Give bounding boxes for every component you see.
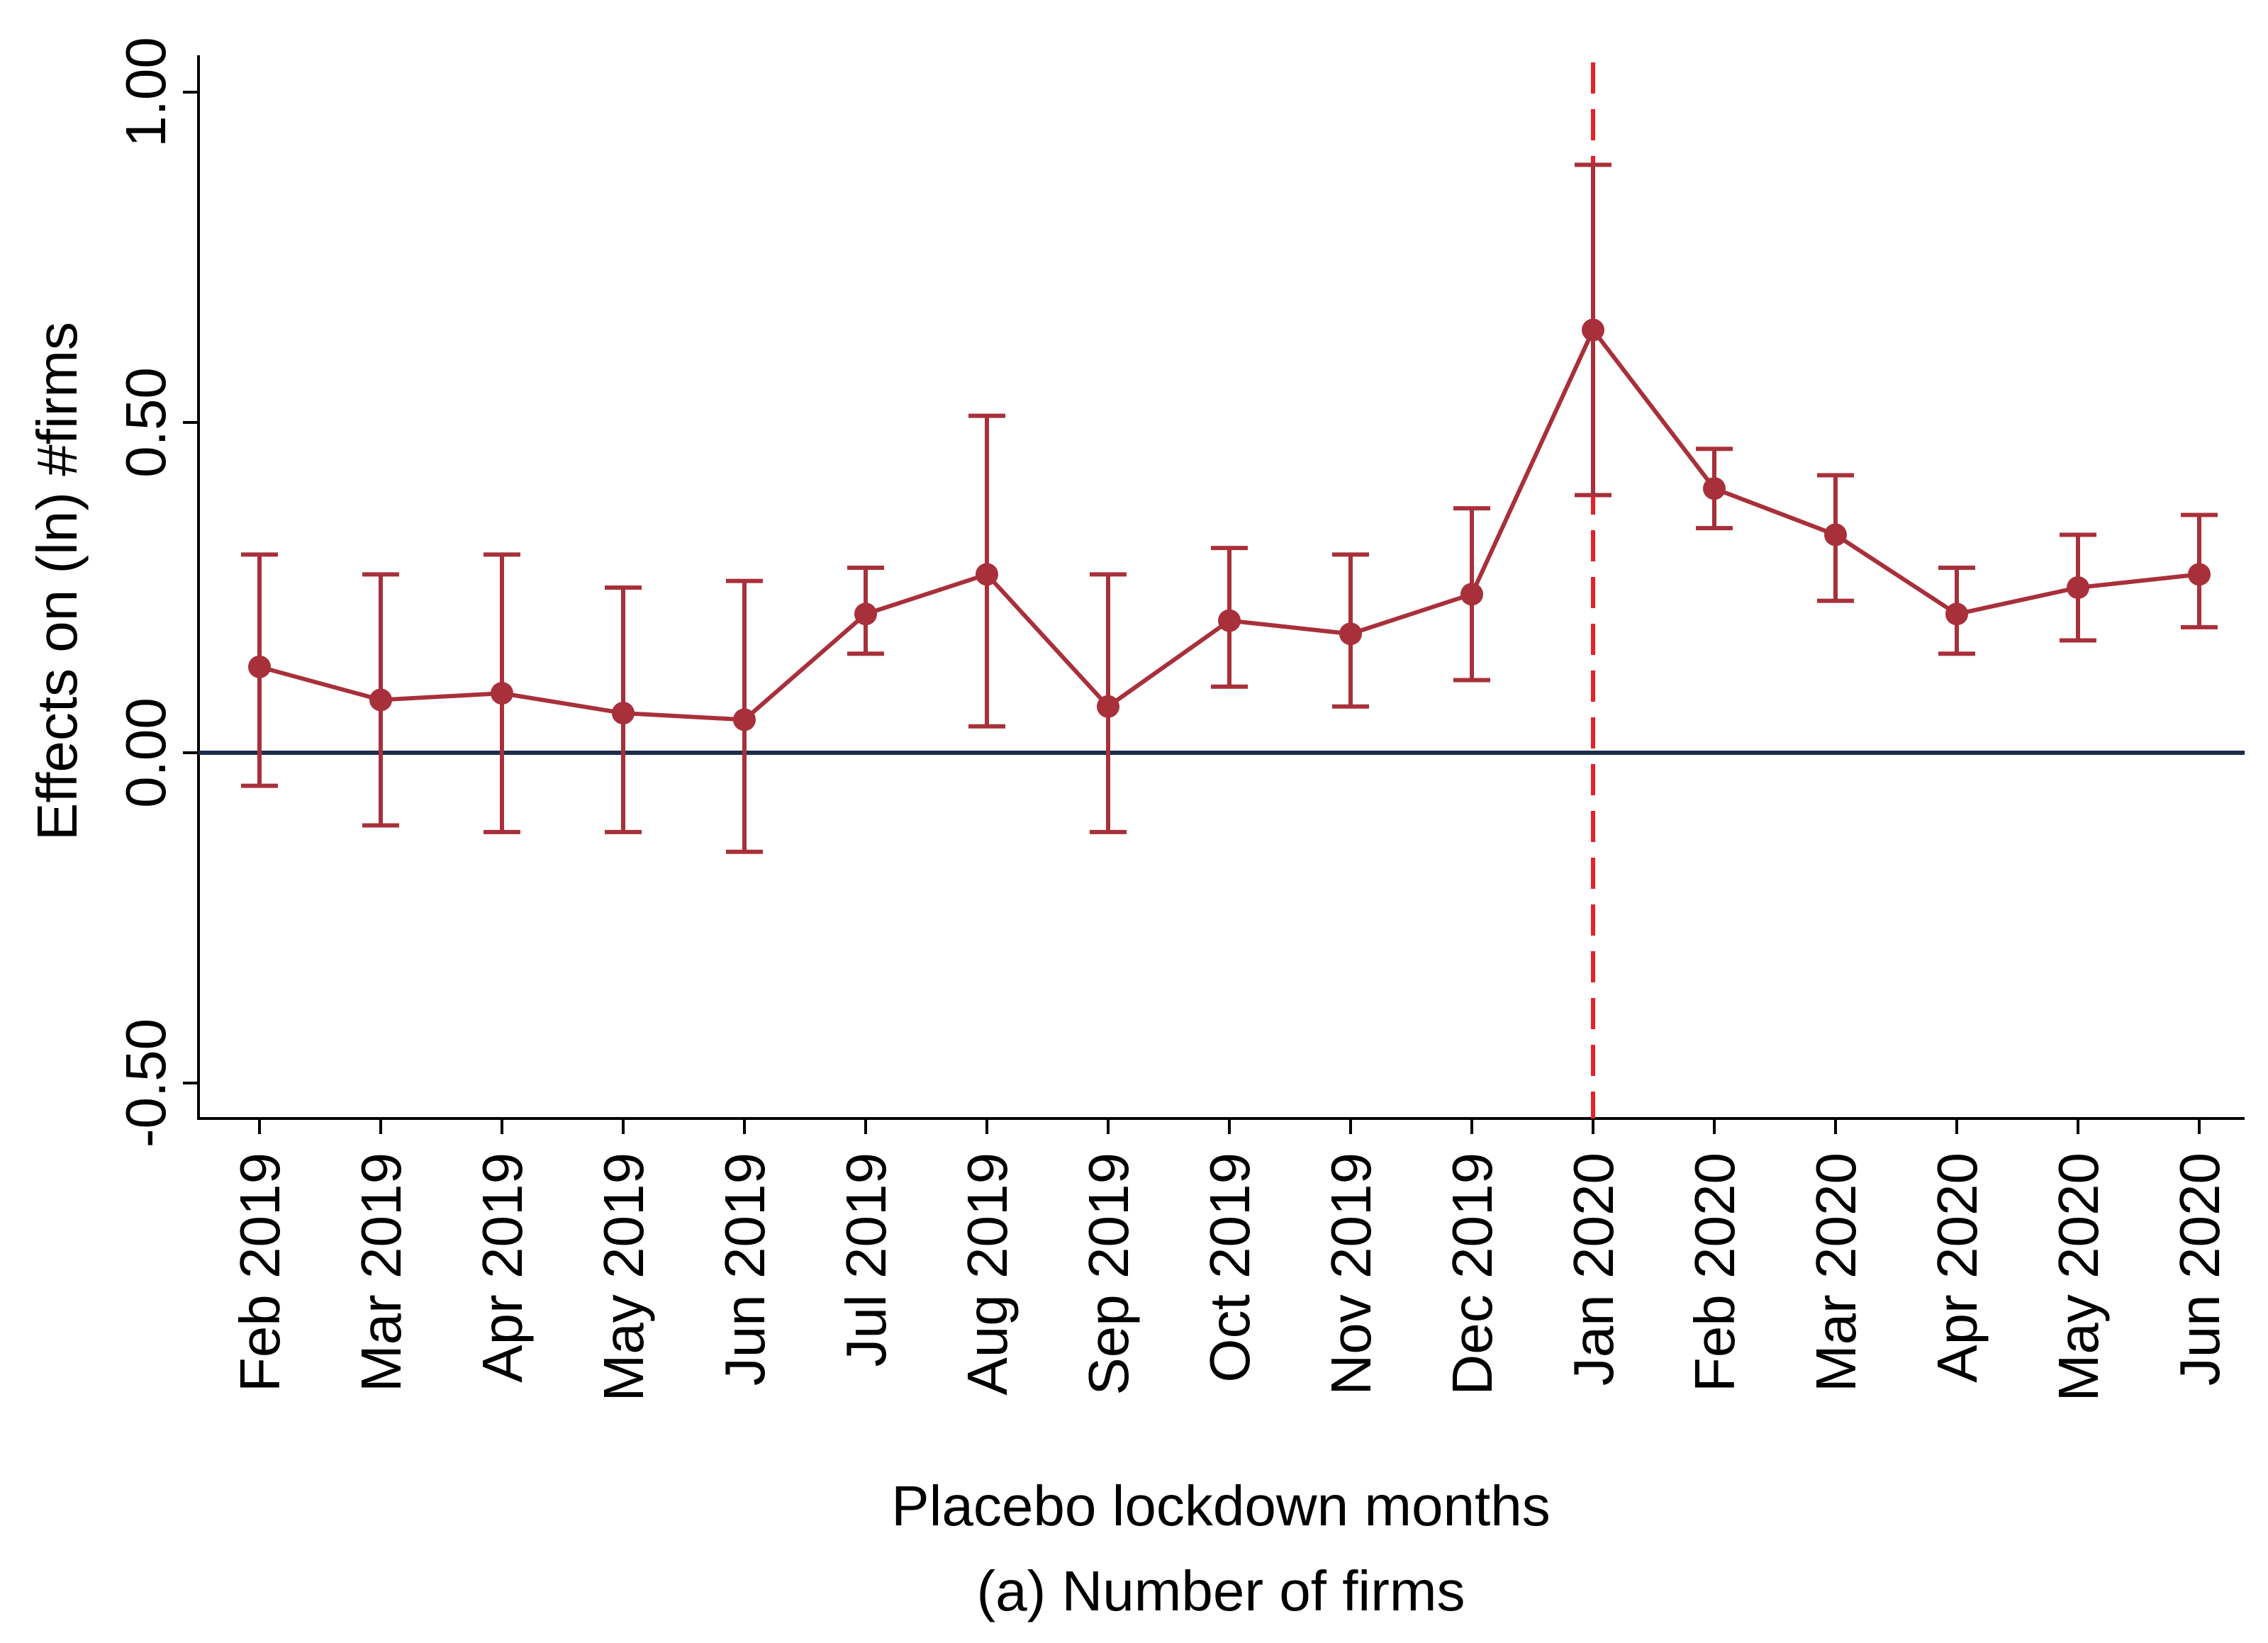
- data-point: [854, 602, 877, 626]
- x-tick-label: Sep 2019: [1077, 1153, 1140, 1396]
- x-tick-label: Aug 2019: [956, 1153, 1019, 1396]
- x-tick-label: Jul 2019: [834, 1153, 898, 1367]
- y-tick-label: 0.50: [114, 367, 177, 478]
- x-tick-label: Feb 2019: [228, 1153, 291, 1392]
- reference-lines: [199, 62, 2245, 1118]
- data-point: [1097, 695, 1119, 718]
- x-tick-label: Apr 2019: [471, 1153, 534, 1383]
- data-point: [1218, 609, 1241, 632]
- x-tick-label: Jun 2019: [713, 1153, 776, 1386]
- data-point: [248, 655, 271, 678]
- data-point: [733, 708, 756, 731]
- y-axis-title: Effects on (ln) #firms: [26, 322, 89, 841]
- data-point: [369, 688, 392, 712]
- x-tick-label: Mar 2019: [350, 1153, 413, 1392]
- data-point: [976, 563, 998, 586]
- x-axis-title: Placebo lockdown months: [891, 1474, 1550, 1537]
- data-point: [1824, 523, 1847, 546]
- data-point: [612, 702, 635, 725]
- y-tick-label: 1.00: [114, 37, 177, 147]
- data-point: [1460, 583, 1483, 606]
- y-ticks: -0.50 0.00 0.50 1.00: [114, 37, 199, 1148]
- x-tick-label: Oct 2019: [1198, 1153, 1261, 1383]
- x-tick-label: Dec 2019: [1441, 1153, 1504, 1395]
- confidence-intervals: [241, 162, 2218, 854]
- data-point: [1339, 622, 1362, 646]
- x-tick-label: Jun 2020: [2168, 1153, 2231, 1386]
- data-point: [1703, 477, 1726, 500]
- x-tick-label: Jan 2020: [1562, 1153, 1625, 1386]
- data-point: [1582, 318, 1604, 342]
- x-tick-label: Mar 2020: [1804, 1153, 1867, 1392]
- x-tick-label: Feb 2020: [1683, 1153, 1746, 1392]
- data-point: [2188, 563, 2211, 586]
- x-tick-label: Nov 2019: [1319, 1153, 1382, 1395]
- x-tick-label: May 2019: [592, 1153, 655, 1401]
- data-points: [248, 318, 2211, 731]
- data-point: [2067, 576, 2089, 599]
- x-ticks: Feb 2019 Mar 2019 Apr 2019 May 2019 Jun 2019…: [228, 1118, 2231, 1401]
- data-point: [1945, 602, 1968, 626]
- x-tick-label: Apr 2020: [1926, 1153, 1989, 1383]
- figure-subtitle: (a) Number of firms: [977, 1559, 1465, 1622]
- y-tick-label: 0.00: [114, 697, 177, 808]
- data-point: [491, 682, 513, 705]
- x-tick-label: May 2020: [2047, 1153, 2110, 1401]
- axes: [197, 55, 2245, 1120]
- y-tick-label: -0.50: [114, 1019, 177, 1148]
